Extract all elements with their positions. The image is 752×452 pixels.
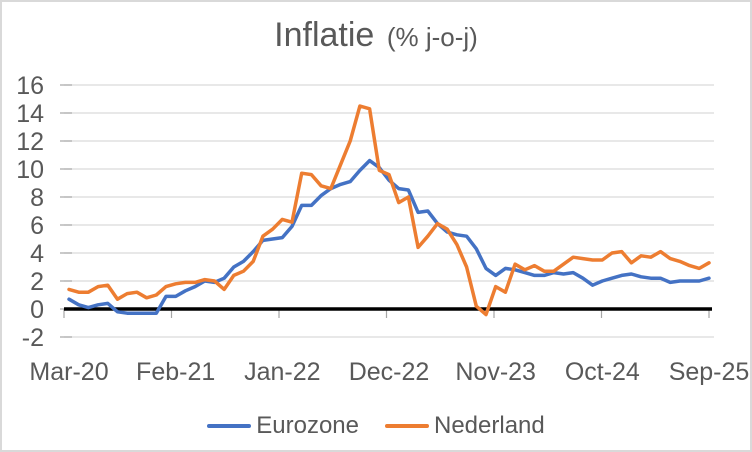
chart-title-main: Inflatie	[274, 16, 375, 54]
legend-label-eurozone: Eurozone	[256, 412, 359, 439]
y-axis-tick-label: 10	[16, 156, 44, 184]
legend-item-nederland: Nederland	[385, 412, 545, 440]
eurozone-line	[67, 158, 711, 315]
y-axis-tick-label: 4	[30, 240, 44, 268]
legend-item-eurozone: Eurozone	[207, 412, 359, 440]
nederland-line	[67, 104, 711, 317]
y-axis-tick-label: 2	[30, 268, 44, 296]
y-axis-tick-label: 0	[30, 296, 44, 324]
y-axis-tick-label: 8	[30, 184, 44, 212]
nederland-line-swatch	[385, 424, 429, 428]
y-axis-tick-label: 6	[30, 212, 44, 240]
x-axis-tick-label: Feb-21	[136, 358, 215, 386]
legend-label-nederland: Nederland	[434, 412, 545, 439]
y-axis-tick-label: 14	[16, 100, 44, 128]
y-axis-tick-label: 12	[16, 128, 44, 156]
chart-title: Inflatie (% j-o-j)	[2, 16, 750, 55]
chart-title-subtitle: (% j-o-j)	[386, 22, 478, 52]
y-axis-tick-label: -2	[22, 324, 44, 352]
eurozone-line-swatch	[207, 424, 252, 428]
x-axis-tick-label: Oct-24	[565, 358, 640, 386]
x-axis-tick-label: Mar-20	[29, 358, 108, 386]
x-axis-tick-label: Dec-22	[349, 358, 430, 386]
y-axis-tick-label: 16	[16, 72, 44, 100]
legend: Eurozone Nederland	[2, 412, 750, 440]
x-axis-tick-label: Sep-25	[669, 358, 750, 386]
x-axis-tick-label: Jan-22	[244, 358, 320, 386]
x-axis-tick-label: Nov-23	[455, 358, 536, 386]
